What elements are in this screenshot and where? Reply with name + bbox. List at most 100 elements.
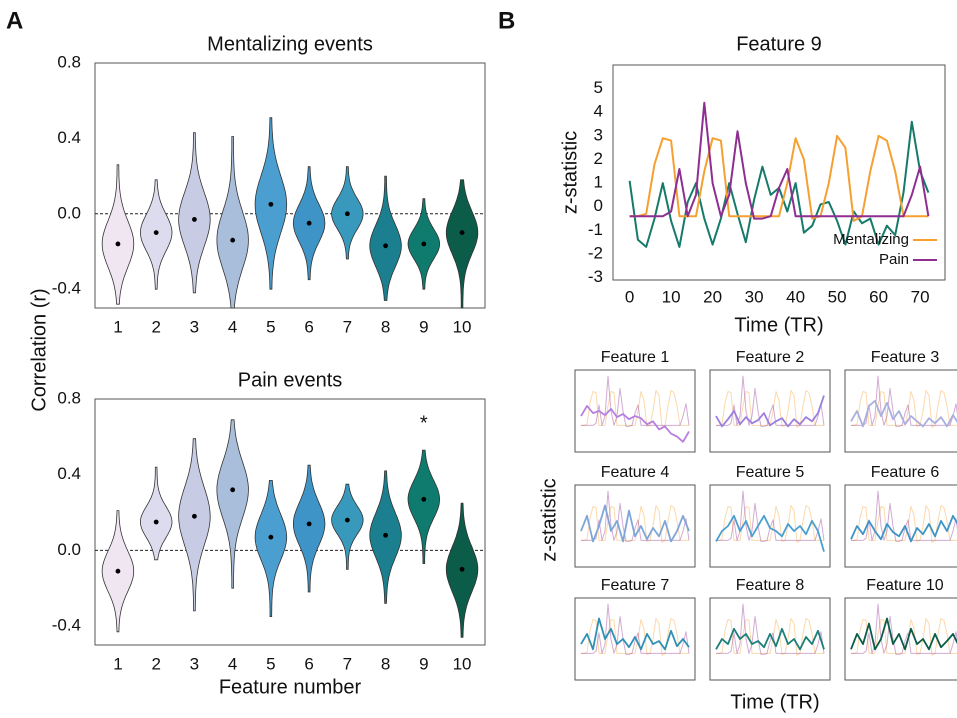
- violin: [254, 480, 288, 617]
- plot-frame: [844, 369, 957, 453]
- violin: [445, 179, 479, 309]
- plot-frame: [574, 484, 696, 568]
- y-tick-label: -0.4: [52, 279, 81, 298]
- y-tick-label: 0.4: [57, 128, 81, 147]
- y-axis-label: z-statistic: [559, 131, 581, 214]
- task-reference-line: [851, 618, 957, 656]
- chart-title: Mentalizing events: [207, 33, 373, 55]
- x-tick-label: 20: [703, 287, 722, 306]
- x-tick-label: 60: [869, 287, 888, 306]
- task-reference-line: [851, 603, 957, 655]
- feature-line: [715, 514, 825, 552]
- panel-label: B: [498, 7, 515, 34]
- median-dot: [153, 230, 159, 236]
- plot-frame: [574, 369, 696, 453]
- feature-line: [850, 399, 957, 428]
- chart-title: Feature 10: [866, 577, 943, 594]
- feature-line: [715, 627, 825, 651]
- violin: [293, 464, 326, 593]
- task-reference-line: [716, 618, 824, 656]
- task-reference-line: [581, 375, 690, 427]
- chart-title: Feature 9: [736, 33, 822, 55]
- x-tick-label: 4: [228, 654, 237, 673]
- x-tick-label: 6: [304, 654, 313, 673]
- y-tick-label: 5: [594, 78, 603, 97]
- chart-title: Feature 5: [736, 464, 805, 481]
- violin: [331, 483, 364, 570]
- chart-title: Feature 8: [736, 577, 805, 594]
- violin: [139, 466, 173, 561]
- x-tick-label: 3: [190, 317, 199, 336]
- median-dot: [344, 211, 350, 217]
- median-dot: [115, 241, 121, 247]
- task-reference-line: [581, 505, 689, 543]
- chart-title: Feature 3: [871, 349, 940, 366]
- y-tick-label: 0.4: [57, 464, 81, 483]
- median-dot: [306, 521, 312, 527]
- x-tick-label: 7: [343, 317, 352, 336]
- x-tick-label: 7: [343, 654, 352, 673]
- chart-title: Feature 1: [601, 349, 670, 366]
- x-tick-label: 10: [453, 654, 472, 673]
- violin: [101, 164, 135, 305]
- feature-line: [580, 405, 690, 443]
- feature-line: [715, 395, 825, 428]
- y-tick-label: -2: [588, 243, 603, 262]
- chart-title: Feature 7: [601, 577, 670, 594]
- x-tick-label: 2: [151, 654, 160, 673]
- median-dot: [192, 513, 197, 519]
- task-reference-line: [716, 375, 825, 427]
- x-tick-label: 70: [911, 287, 930, 306]
- median-dot: [230, 487, 236, 493]
- violin: [216, 136, 249, 309]
- x-tick-label: 1: [113, 654, 122, 673]
- chart-title: Feature 2: [736, 349, 805, 366]
- median-dot: [459, 230, 465, 236]
- median-dot: [268, 201, 274, 207]
- median-dot: [230, 237, 236, 243]
- feature-line: [850, 617, 957, 651]
- median-dot: [268, 534, 274, 540]
- y-tick-label: 2: [594, 149, 603, 168]
- x-tick-label: 4: [228, 317, 237, 336]
- x-axis-label: Time (TR): [730, 691, 819, 713]
- y-tick-label: 4: [594, 102, 603, 121]
- task-reference-line: [581, 390, 689, 428]
- violin: [407, 449, 441, 564]
- plot-frame: [709, 597, 831, 681]
- y-tick-label: 3: [594, 125, 603, 144]
- feature-line: [850, 514, 957, 543]
- x-tick-label: 3: [190, 654, 199, 673]
- y-tick-label: 1: [594, 173, 603, 192]
- task-reference-line: [581, 618, 689, 656]
- x-tick-label: 40: [786, 287, 805, 306]
- x-tick-label: 6: [304, 317, 313, 336]
- x-tick-label: 0: [625, 287, 634, 306]
- violin: [178, 438, 211, 612]
- chart-title: Pain events: [238, 369, 343, 391]
- median-dot: [153, 519, 159, 525]
- y-tick-label: -3: [588, 267, 603, 286]
- task-reference-line: [851, 505, 957, 543]
- plot-frame: [844, 484, 957, 568]
- feature-line: [580, 504, 690, 543]
- median-dot: [421, 241, 427, 247]
- x-tick-label: 50: [828, 287, 847, 306]
- y-tick-label: 0.0: [57, 540, 81, 559]
- y-tick-label: 0.0: [57, 203, 81, 222]
- violin: [369, 175, 402, 301]
- x-axis-label: Time (TR): [734, 314, 823, 336]
- x-tick-label: 1: [113, 317, 122, 336]
- chart-title: Feature 4: [601, 464, 670, 481]
- x-tick-label: 9: [419, 654, 428, 673]
- panel-label: A: [6, 7, 23, 34]
- x-tick-label: 5: [266, 317, 275, 336]
- median-dot: [115, 568, 121, 574]
- plot-frame: [709, 369, 831, 453]
- feature-line: [580, 617, 690, 651]
- plot-frame: [94, 398, 486, 646]
- task-reference-line: [716, 603, 825, 655]
- y-axis-label: Correlation (r): [28, 288, 50, 411]
- legend-label: Pain: [879, 251, 909, 268]
